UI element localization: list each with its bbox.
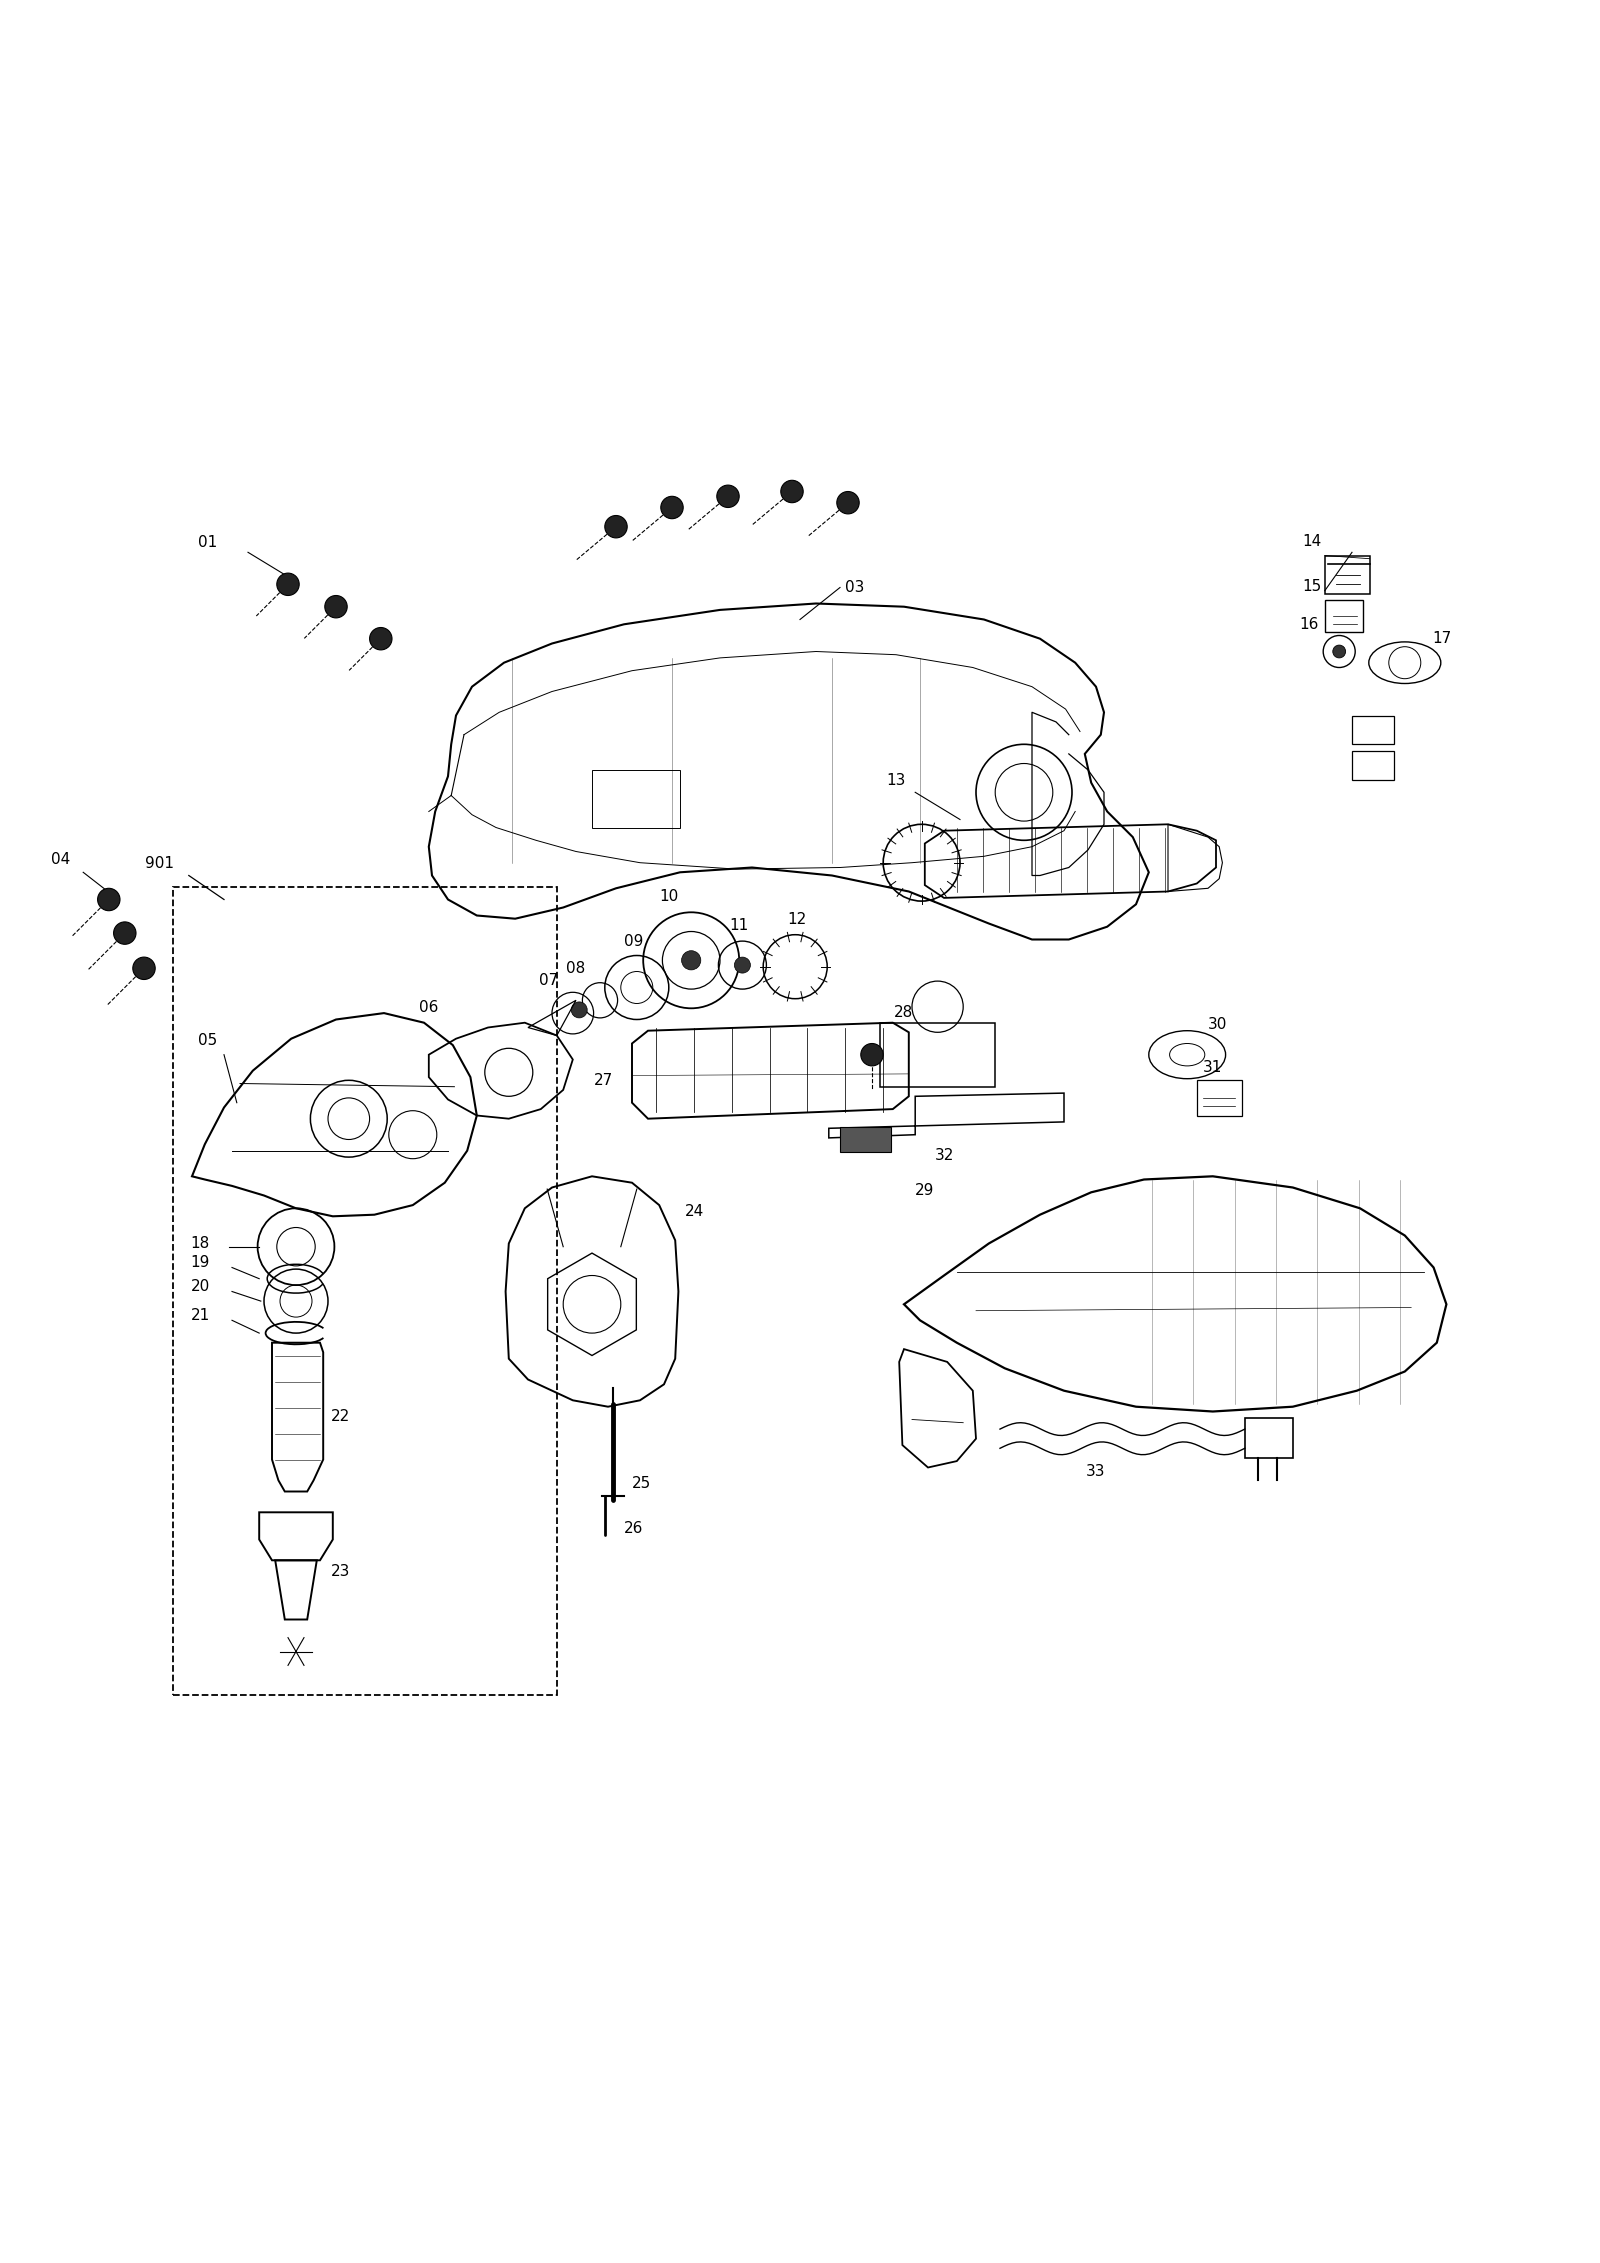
Text: 18: 18 — [190, 1236, 210, 1251]
Text: 12: 12 — [787, 912, 806, 928]
Text: 21: 21 — [190, 1308, 210, 1324]
Circle shape — [734, 957, 750, 973]
Bar — [1325, 600, 1363, 631]
Bar — [880, 1023, 995, 1086]
Text: 11: 11 — [730, 919, 749, 932]
Circle shape — [837, 491, 859, 514]
Text: 25: 25 — [632, 1475, 651, 1491]
Bar — [173, 887, 557, 1695]
Text: 33: 33 — [1086, 1464, 1106, 1480]
Circle shape — [98, 889, 120, 910]
Text: 07: 07 — [539, 973, 558, 987]
Bar — [1352, 715, 1394, 745]
Circle shape — [370, 627, 392, 649]
Text: 09: 09 — [624, 935, 643, 948]
Bar — [840, 1127, 891, 1152]
Text: 05: 05 — [198, 1034, 218, 1048]
Circle shape — [1333, 645, 1346, 659]
Text: 27: 27 — [594, 1073, 613, 1089]
Text: 26: 26 — [624, 1521, 643, 1537]
Text: 22: 22 — [331, 1410, 350, 1423]
Text: 20: 20 — [190, 1279, 210, 1294]
Circle shape — [661, 496, 683, 518]
Text: 10: 10 — [659, 889, 678, 905]
Circle shape — [861, 1043, 883, 1066]
Text: 19: 19 — [190, 1256, 210, 1270]
Text: 31: 31 — [1203, 1061, 1222, 1075]
Circle shape — [133, 957, 155, 980]
Text: 13: 13 — [886, 772, 906, 788]
Text: 17: 17 — [1432, 631, 1451, 647]
Text: 32: 32 — [934, 1150, 954, 1163]
Text: 03: 03 — [845, 579, 864, 595]
Bar — [1352, 751, 1394, 778]
Text: 04: 04 — [51, 853, 70, 867]
Bar — [592, 769, 680, 828]
Text: 23: 23 — [331, 1564, 350, 1580]
Text: 06: 06 — [419, 1000, 438, 1014]
Circle shape — [781, 480, 803, 502]
Text: 28: 28 — [894, 1005, 914, 1021]
Bar — [1245, 1419, 1293, 1457]
Text: 15: 15 — [1302, 579, 1322, 593]
Text: 14: 14 — [1302, 534, 1322, 550]
Bar — [1197, 1079, 1242, 1116]
Text: 29: 29 — [915, 1184, 934, 1197]
Text: 901: 901 — [146, 855, 174, 871]
Text: 30: 30 — [1208, 1018, 1227, 1032]
Circle shape — [277, 573, 299, 595]
Circle shape — [682, 950, 701, 971]
Circle shape — [605, 516, 627, 539]
Circle shape — [325, 595, 347, 618]
Text: 08: 08 — [566, 962, 586, 975]
Text: 16: 16 — [1299, 618, 1318, 631]
Circle shape — [571, 1003, 587, 1018]
Circle shape — [114, 921, 136, 944]
Text: 24: 24 — [685, 1204, 704, 1220]
Text: 01: 01 — [198, 536, 218, 550]
Bar — [1325, 554, 1370, 593]
Circle shape — [717, 484, 739, 507]
